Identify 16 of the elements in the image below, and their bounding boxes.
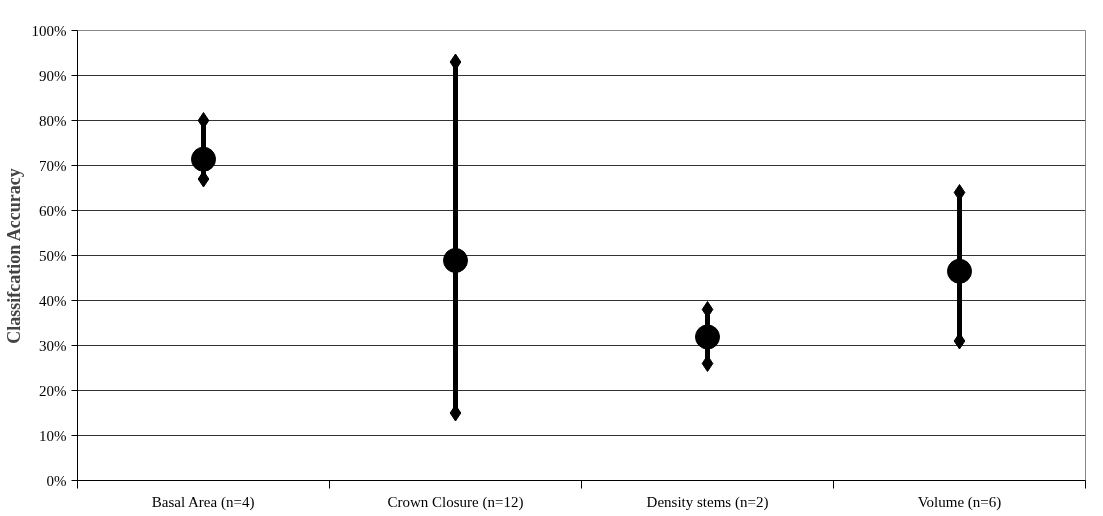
y-tick-label: 70% <box>39 157 67 174</box>
y-axis-title: Classifcation Accuracy <box>3 168 24 344</box>
y-tick-label: 90% <box>39 67 67 84</box>
y-tick-label: 60% <box>39 202 67 219</box>
y-tick-label: 0% <box>46 472 67 489</box>
x-tick-label: Crown Closure (n=12) <box>387 493 524 511</box>
y-tick-label: 30% <box>39 337 67 354</box>
y-tick-label: 50% <box>39 247 67 264</box>
y-tick-label: 100% <box>31 22 67 39</box>
y-tick-label: 40% <box>39 292 67 309</box>
x-tick-label: Basal Area (n=4) <box>151 493 255 511</box>
x-tick-label: Volume (n=6) <box>917 493 1002 511</box>
x-tick-label: Density stems (n=2) <box>646 493 769 511</box>
y-tick-label: 80% <box>39 112 67 129</box>
y-tick-label: 20% <box>39 382 67 399</box>
y-tick-label: 10% <box>39 427 67 444</box>
